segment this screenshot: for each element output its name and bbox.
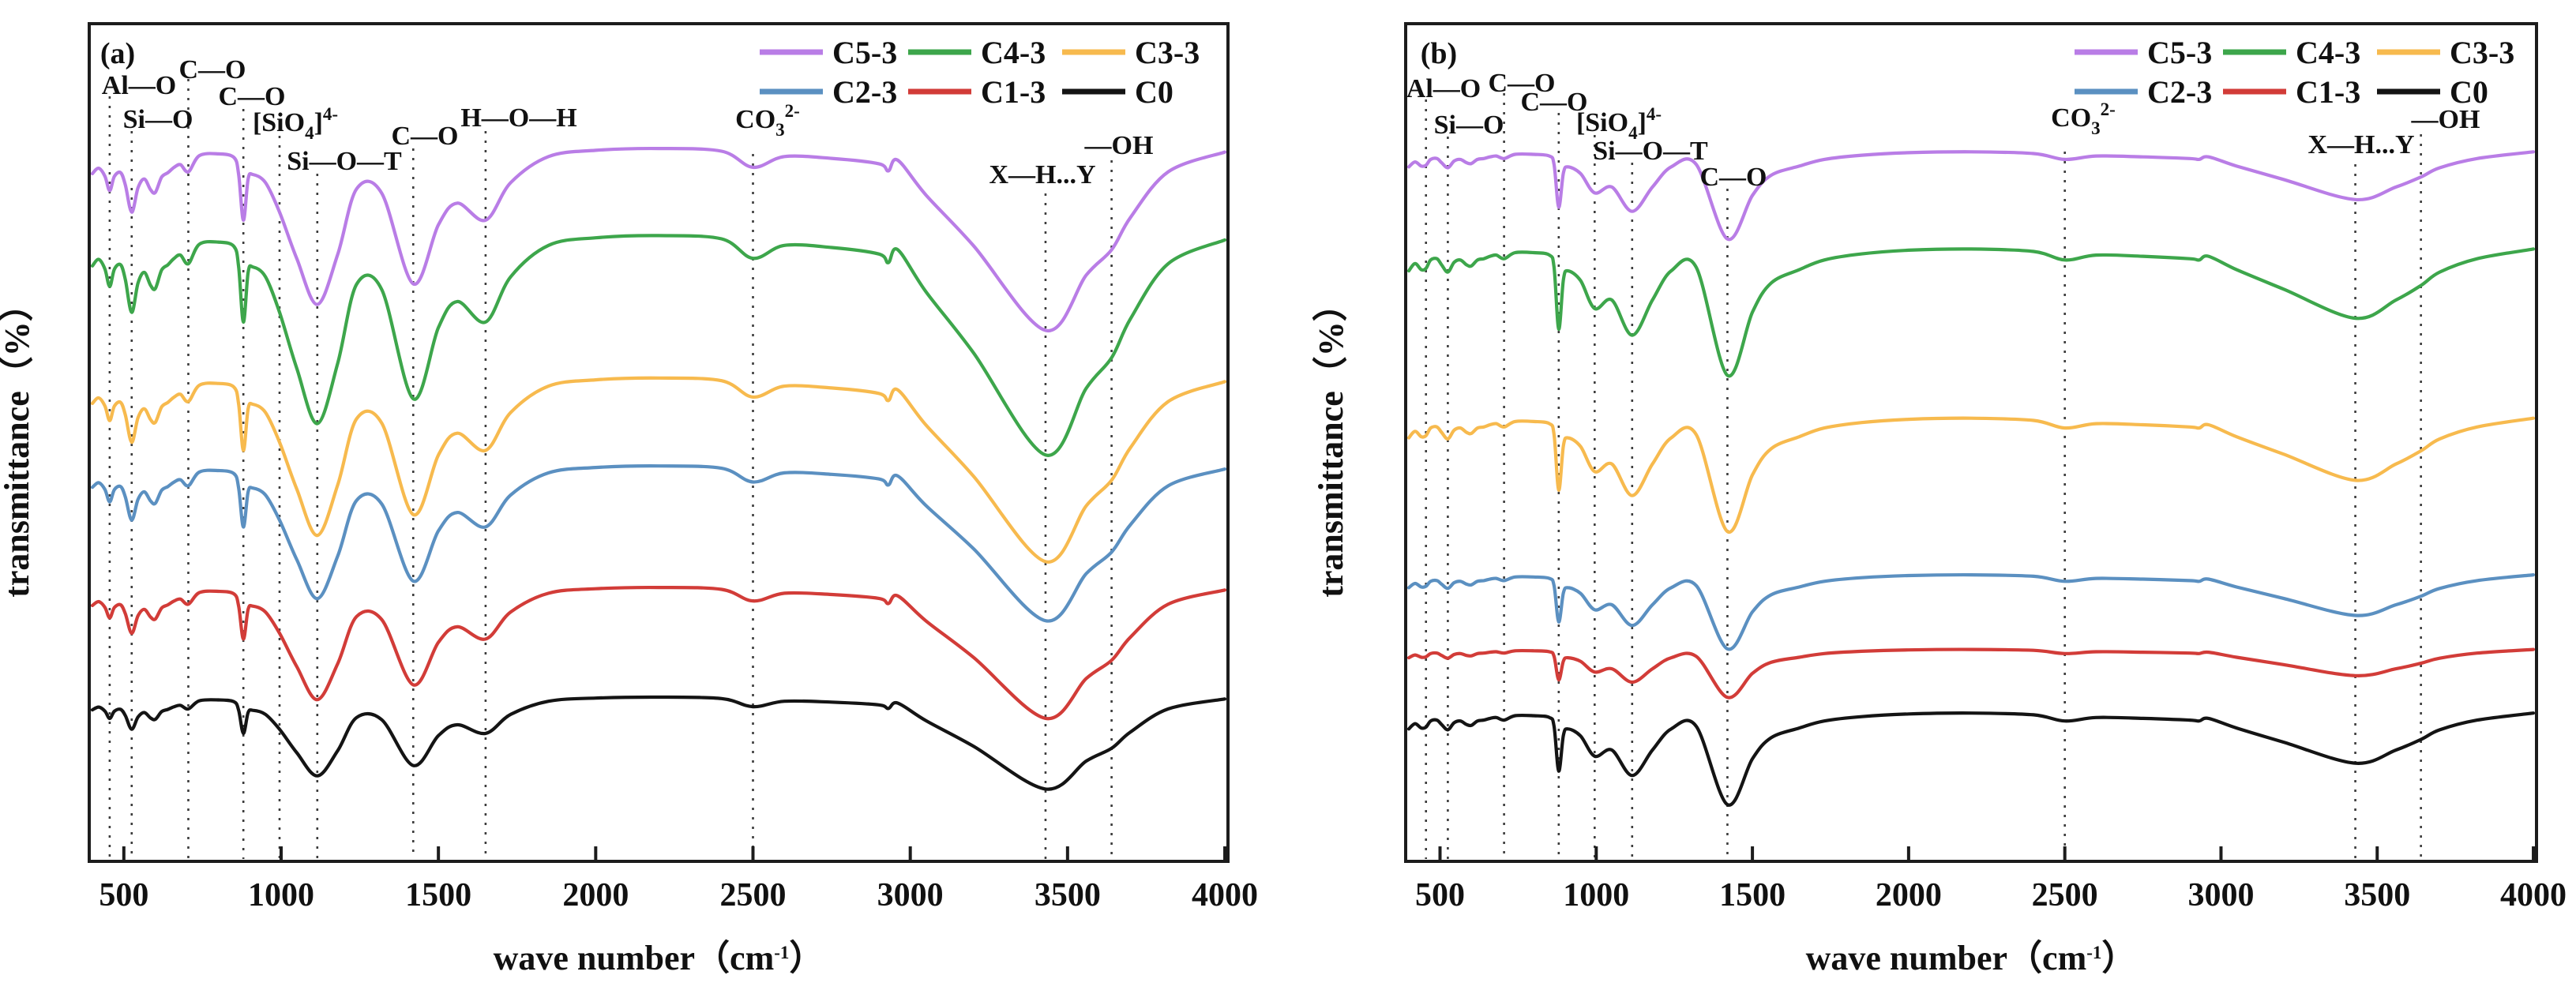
- panel-a: C—OAl—OSi—OC—O[SiO4]4-Si—O—TC—OH—O—H CO32…: [0, 22, 1258, 977]
- panel-b-curve-C2-3: [1406, 572, 2536, 651]
- panel-b: Al—O C—OSi—OC—O[SiO4]4-Si—O—TC—OCO32-X—H.…: [1312, 22, 2567, 977]
- panel-b-x-tick-label-1000: 1000: [1563, 877, 1629, 913]
- panel-a-curve-C3-3: [90, 376, 1227, 564]
- panel-b-plot-border: [1404, 22, 2538, 863]
- panel-a-annotation-label-1650: H—O—H: [460, 103, 576, 133]
- panel-a-x-tick-label-1500: 1500: [405, 877, 471, 913]
- panel-a-annotation-label-455: Al—O: [102, 71, 176, 100]
- panel-b-annotation-label-525: Si—O: [1434, 111, 1504, 140]
- panel-a-annotation-label-3640: —OH: [1084, 131, 1154, 160]
- panel-a-x-axis-label: wave number（cm-1）: [494, 939, 824, 977]
- panel-a-x-tick-label-4000: 4000: [1192, 877, 1258, 913]
- panel-a-curve-C5-3: [90, 146, 1227, 332]
- panel-a-x-tick-label-3000: 3000: [877, 877, 944, 913]
- panel-b-x-tick-label-3000: 3000: [2187, 877, 2254, 913]
- legend-label-C5-3: C5-3: [832, 35, 897, 70]
- panel-b-annotation-label-1420: C—O: [1700, 163, 1767, 192]
- panel-b-annotation-label-455: Al—O: [1406, 74, 1481, 103]
- panel-a-x-tick-label-2500: 2500: [720, 877, 787, 913]
- panel-b-annotation-label-3640: —OH: [2411, 105, 2480, 134]
- panel-a-annotation-label-1420: C—O: [392, 122, 459, 151]
- legend-label-C4-3: C4-3: [981, 35, 1046, 70]
- panel-b-annotation-label-705: C—O: [1489, 69, 1556, 98]
- panel-a-x-tick-label-3500: 3500: [1035, 877, 1101, 913]
- panel-b-x-axis-label: wave number（cm-1）: [1806, 939, 2137, 977]
- legend-label-C0: C0: [1135, 74, 1173, 110]
- panel-a-annotation-label-1115: Si—O—T: [287, 147, 402, 176]
- panel-b-annotation-label-3430: X—H...Y: [2308, 130, 2414, 159]
- panel-a-curve-C0: [90, 695, 1227, 791]
- panel-b-curve-C5-3: [1406, 150, 2536, 242]
- legend-label-C3-3: C3-3: [2450, 35, 2514, 70]
- panel-b-annotation-label-1115: Si—O—T: [1593, 137, 1708, 166]
- panel-a-x-tick-label-2000: 2000: [562, 877, 629, 913]
- panel-b-curve-C3-3: [1406, 416, 2536, 534]
- panel-a-annotation-label-880: C—O: [219, 82, 286, 111]
- panel-b-x-tick-label-4000: 4000: [2500, 877, 2567, 913]
- panel-a-annotation-label-705: C—O: [179, 55, 246, 84]
- panel-a-x-tick-label-500: 500: [99, 877, 148, 913]
- panel-b-x-tick-label-2500: 2500: [2032, 877, 2098, 913]
- panel-a-legend: C5-3 C4-3 C3-3 C2-3 C1-3 C0: [760, 35, 1200, 110]
- panel-a-annotation-label-3430: X—H...Y: [989, 160, 1095, 189]
- panel-a-annotation-label-2500: CO32-: [735, 101, 800, 140]
- panel-b-curve-C4-3: [1406, 247, 2536, 378]
- panel-b-curve-C0: [1406, 711, 2536, 807]
- panel-b-x-tick-label-1500: 1500: [1719, 877, 1786, 913]
- legend-label-C5-3: C5-3: [2147, 35, 2212, 70]
- panel-a-y-axis-label: transmittance（%）: [0, 287, 36, 598]
- legend-label-C2-3: C2-3: [2147, 74, 2212, 110]
- panel-label-b: (b): [1421, 37, 1457, 70]
- panel-b-legend: C5-3 C4-3 C3-3 C2-3 C1-3 C0: [2075, 35, 2514, 110]
- panel-b-x-tick-label-2000: 2000: [1876, 877, 1942, 913]
- panel-b-annotation-label-880: C—O: [1521, 88, 1588, 117]
- panel-b-x-tick-label-500: 500: [1415, 877, 1465, 913]
- legend-label-C0: C0: [2450, 74, 2488, 110]
- legend-label-C3-3: C3-3: [1135, 35, 1200, 70]
- panel-b-annotation-label-995: [SiO4]4-: [1576, 104, 1662, 143]
- panel-a-annotation-label-995: [SiO4]4-: [253, 104, 338, 143]
- panel-b-y-axis-label: transmittance（%）: [1312, 287, 1350, 598]
- legend-label-C1-3: C1-3: [2296, 74, 2360, 110]
- panel-a-x-tick-label-1000: 1000: [248, 877, 314, 913]
- panel-a-curve-C1-3: [90, 585, 1227, 721]
- legend-label-C4-3: C4-3: [2296, 35, 2360, 70]
- panel-a-curve-C2-3: [90, 464, 1227, 623]
- panel-label-a: (a): [100, 37, 135, 70]
- panel-b-x-tick-label-3500: 3500: [2344, 877, 2410, 913]
- panel-b-annotation-label-2500: CO32-: [2051, 99, 2116, 138]
- legend-label-C2-3: C2-3: [832, 74, 897, 110]
- panel-a-plot-border: [88, 22, 1230, 863]
- panel-a-curve-C4-3: [90, 234, 1227, 457]
- legend-label-C1-3: C1-3: [981, 74, 1046, 110]
- panel-b-curve-C1-3: [1406, 647, 2536, 700]
- panel-a-annotation-label-525: Si—O: [123, 105, 193, 134]
